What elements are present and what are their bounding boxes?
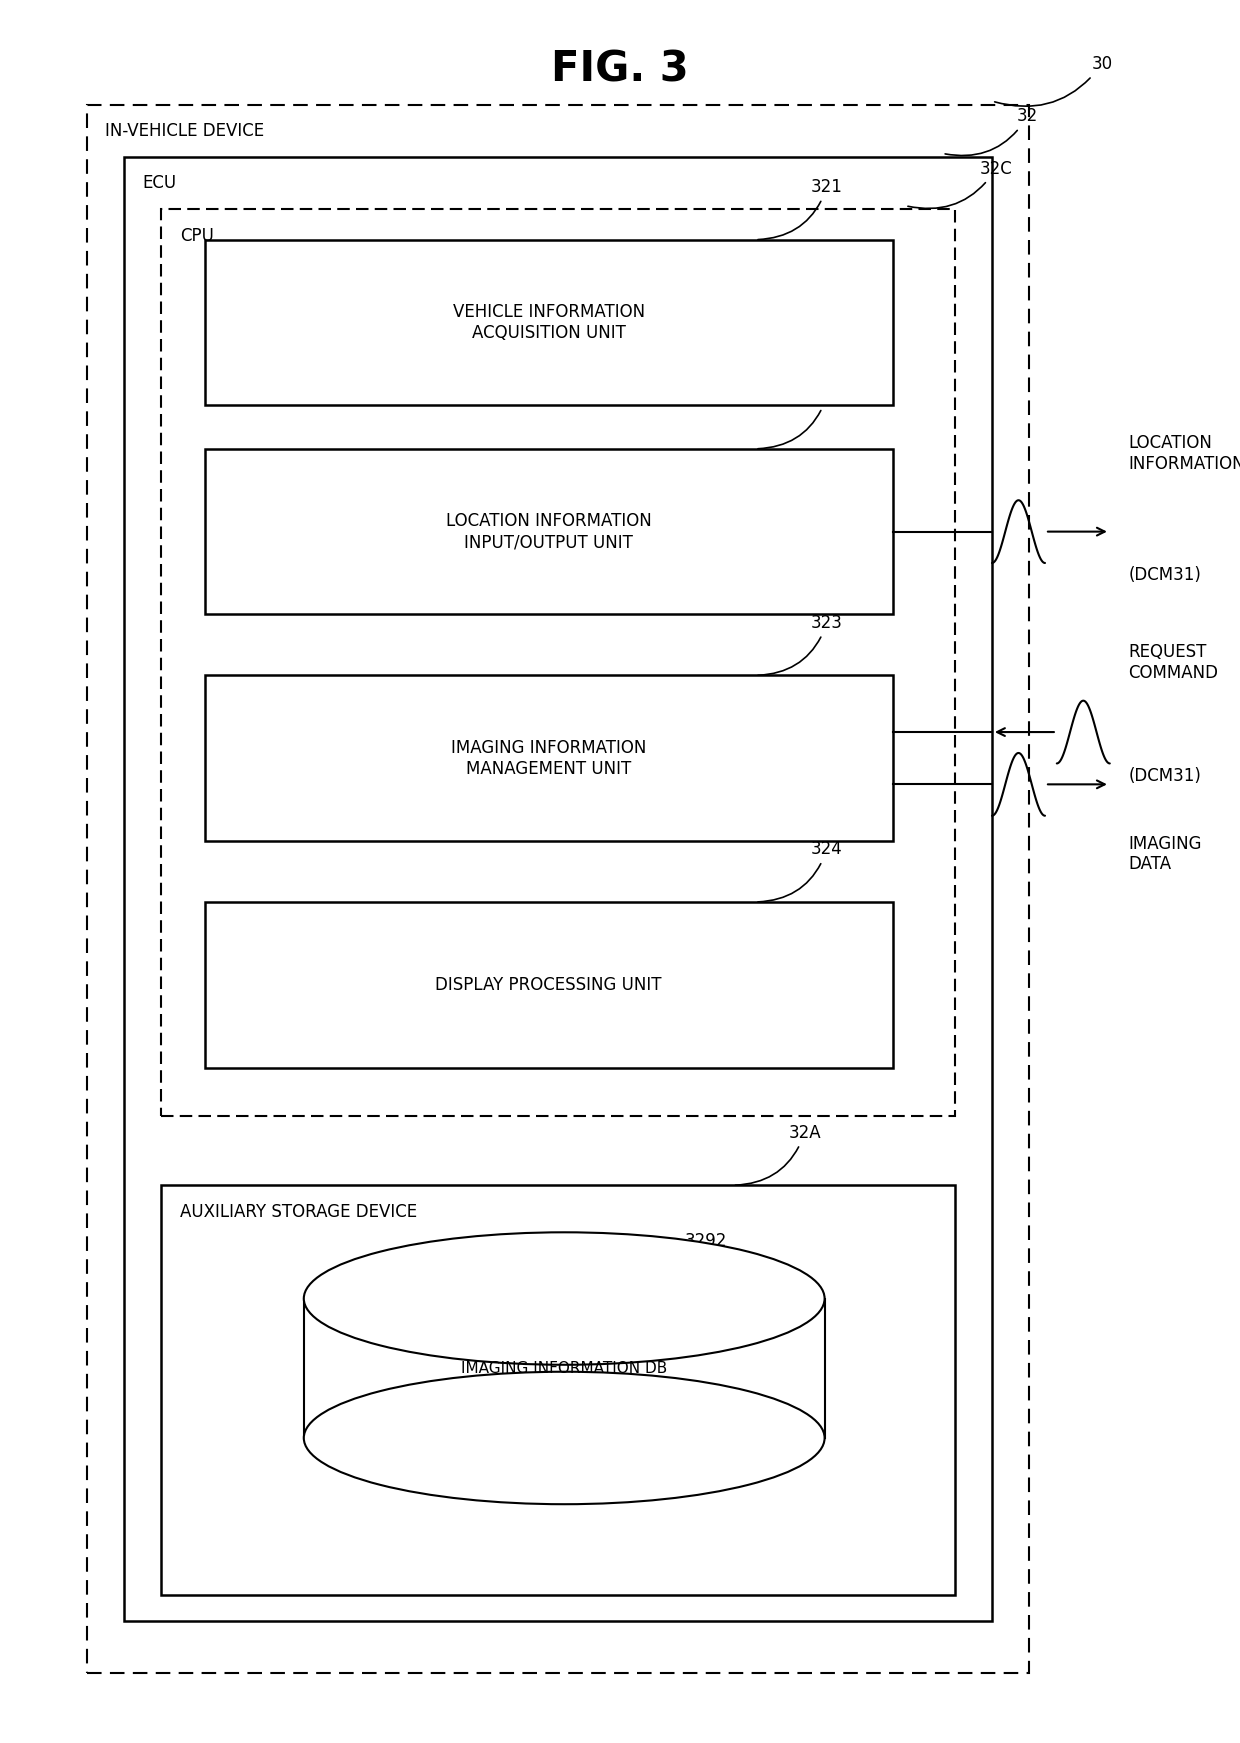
Text: 321: 321 [758,178,843,239]
Text: (DCM31): (DCM31) [1128,566,1202,584]
Text: DISPLAY PROCESSING UNIT: DISPLAY PROCESSING UNIT [435,976,662,994]
Text: 323: 323 [758,614,843,675]
Text: 322: 322 [758,387,843,448]
Bar [205,241,893,406]
Bar [161,1185,955,1595]
Text: CPU: CPU [180,227,213,244]
Bar [161,209,955,1116]
Text: IN-VEHICLE DEVICE: IN-VEHICLE DEVICE [105,122,264,139]
Text: IMAGING INFORMATION
MANAGEMENT UNIT: IMAGING INFORMATION MANAGEMENT UNIT [451,739,646,777]
Text: 324: 324 [758,840,843,901]
Bar [205,450,893,615]
Text: VEHICLE INFORMATION
ACQUISITION UNIT: VEHICLE INFORMATION ACQUISITION UNIT [453,303,645,342]
Bar [205,676,893,842]
Bar [87,105,1029,1673]
Text: LOCATION
INFORMATION: LOCATION INFORMATION [1128,434,1240,472]
Text: AUXILIARY STORAGE DEVICE: AUXILIARY STORAGE DEVICE [180,1203,417,1220]
Text: 3292: 3292 [632,1232,728,1299]
Text: 30: 30 [994,56,1112,106]
Ellipse shape [304,1372,825,1504]
Bar [124,157,992,1621]
Text: IMAGING INFORMATION DB: IMAGING INFORMATION DB [461,1361,667,1375]
Text: IMAGING
DATA: IMAGING DATA [1128,835,1202,873]
Text: LOCATION INFORMATION
INPUT/OUTPUT UNIT: LOCATION INFORMATION INPUT/OUTPUT UNIT [446,512,651,551]
Text: 32: 32 [945,108,1038,155]
Ellipse shape [304,1232,825,1365]
Text: 32A: 32A [735,1124,821,1185]
Text: ECU: ECU [143,174,177,192]
Text: 32C: 32C [908,160,1012,209]
Text: FIG. 3: FIG. 3 [551,49,689,91]
Bar [304,1299,825,1438]
Bar [205,903,893,1067]
Text: (DCM31): (DCM31) [1128,767,1202,784]
Text: REQUEST
COMMAND: REQUEST COMMAND [1128,643,1219,682]
